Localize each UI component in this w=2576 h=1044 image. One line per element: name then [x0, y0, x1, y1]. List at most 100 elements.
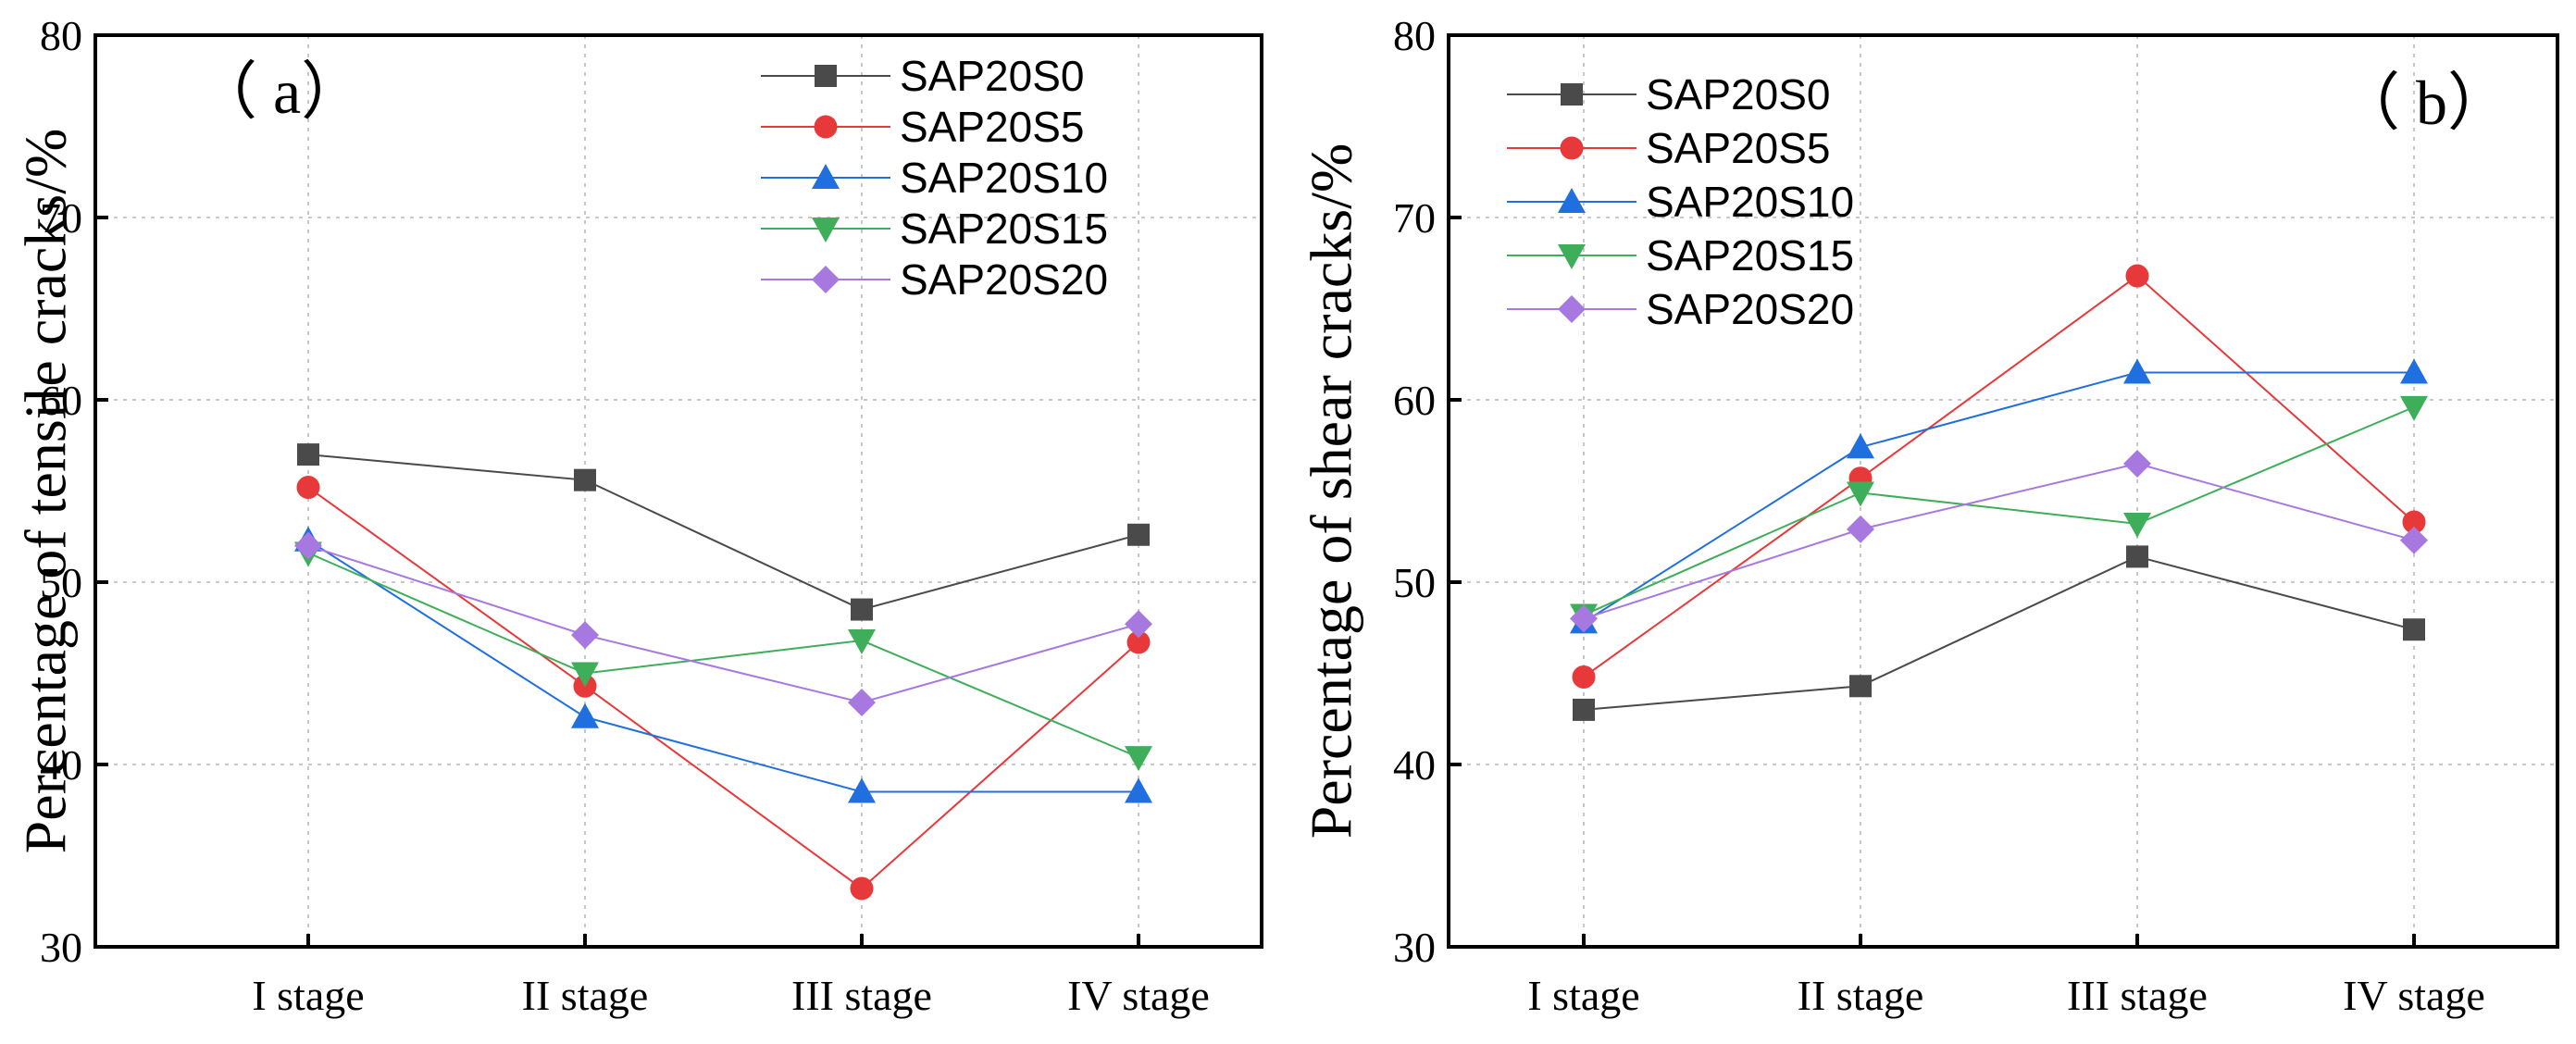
- legend-label: SAP20S10: [900, 154, 1108, 202]
- data-point: [1125, 610, 1152, 639]
- legend-marker: [1558, 244, 1586, 269]
- data-point: [297, 443, 319, 466]
- x-tick-label: III stage: [791, 972, 932, 1019]
- data-point: [2402, 510, 2426, 534]
- legend-marker: [812, 164, 840, 189]
- data-point: [2400, 526, 2428, 554]
- series-line: [1583, 274, 2415, 678]
- data-point: [2400, 395, 2428, 421]
- data-point: [1125, 777, 1152, 803]
- series-SAP20S20: [1570, 449, 2428, 633]
- y-axis-title: Percentage of shear cracks/%: [1298, 143, 1363, 839]
- data-point: [1847, 481, 1874, 507]
- y-tick-label: 70: [1393, 194, 1436, 242]
- legend: SAP20S0 SAP20S5 SAP20S10 SAP20S15 SAP20S20: [1507, 70, 1854, 333]
- data-point: [851, 598, 873, 621]
- data-point: [2126, 545, 2148, 568]
- legend-label: SAP20S0: [900, 52, 1084, 100]
- series-line: [307, 454, 1139, 611]
- legend-marker: [812, 266, 840, 293]
- data-point: [1125, 746, 1152, 772]
- plot-frame: [93, 33, 1263, 949]
- legend-marker: [1561, 83, 1583, 106]
- y-tick-label: 30: [1393, 924, 1436, 971]
- series-line: [307, 552, 1139, 759]
- y-tick-label: 60: [40, 377, 82, 424]
- legend-label: SAP20S20: [1646, 285, 1854, 333]
- chart-panel-a: 30 40 50 60 70 80 I stage II stage III stage IV s…: [12, 12, 1263, 1019]
- x-tick-label: II stage: [522, 972, 649, 1019]
- y-tick-label: 50: [1393, 559, 1436, 606]
- data-point: [571, 702, 599, 728]
- series-line: [307, 539, 1139, 793]
- y-tick-label: 70: [40, 194, 82, 242]
- legend-marker: [812, 218, 840, 242]
- x-tick-label: I stage: [1527, 972, 1639, 1019]
- data-point: [571, 662, 599, 688]
- data-point: [1847, 515, 1874, 543]
- data-point: [848, 777, 876, 803]
- legend-label: SAP20S5: [1646, 124, 1830, 172]
- x-tick-label: II stage: [1798, 972, 1924, 1019]
- legend-label: SAP20S0: [1646, 70, 1830, 118]
- data-point: [294, 531, 322, 560]
- plot-frame: [1447, 33, 2559, 949]
- series-line: [1583, 371, 2414, 624]
- data-point: [2123, 449, 2151, 478]
- legend-label: SAP20S5: [900, 103, 1084, 151]
- legend-label: SAP20S15: [1646, 231, 1854, 280]
- legend-label: SAP20S20: [900, 255, 1108, 304]
- panel-label: （ a）: [194, 56, 364, 127]
- data-point: [850, 876, 874, 901]
- data-point: [1127, 523, 1150, 546]
- data-point: [1570, 604, 1598, 633]
- legend-marker: [1558, 295, 1586, 323]
- data-point: [296, 476, 320, 500]
- y-tick-label: 40: [40, 741, 82, 789]
- y-tick-label: 40: [1393, 741, 1436, 789]
- legend-marker: [1560, 136, 1584, 160]
- y-tick-label: 30: [40, 924, 82, 971]
- series-SAP20S0: [1573, 545, 2425, 721]
- data-point: [848, 629, 876, 655]
- panel-label: （ b）: [2337, 68, 2510, 138]
- series-SAP20S10: [294, 526, 1152, 803]
- data-point: [2400, 358, 2428, 384]
- y-tick-label: 80: [40, 12, 82, 59]
- legend-marker: [814, 115, 838, 139]
- data-point: [1849, 675, 1872, 698]
- series-SAP20S5: [296, 476, 1151, 901]
- series-line: [1583, 405, 2415, 616]
- data-point: [2123, 358, 2151, 384]
- data-point: [2403, 618, 2425, 641]
- legend-label: SAP20S15: [900, 205, 1108, 253]
- data-point: [1126, 630, 1151, 654]
- data-point: [571, 621, 599, 650]
- legend-marker: [1558, 188, 1586, 213]
- y-tick-label: 80: [1393, 12, 1436, 59]
- legend-marker: [815, 65, 837, 87]
- x-tick-label: III stage: [2067, 972, 2208, 1019]
- chart-panel-b: 30 40 50 60 70 80 I stage II stage III stage IV s…: [1298, 12, 2559, 1019]
- series-line: [307, 486, 1139, 890]
- x-tick-label: IV stage: [2343, 972, 2485, 1019]
- y-tick-label: 60: [1393, 377, 1436, 424]
- data-point: [848, 689, 876, 717]
- data-point: [1572, 665, 1596, 689]
- data-point: [1573, 698, 1595, 721]
- legend-label: SAP20S10: [1646, 178, 1854, 226]
- data-point: [1847, 433, 1874, 459]
- y-tick-label: 50: [40, 559, 82, 606]
- y-axis-title: Percentage of tensile cracks/%: [12, 129, 78, 854]
- data-point: [2125, 264, 2149, 288]
- x-tick-label: IV stage: [1067, 972, 1210, 1019]
- series-SAP20S0: [297, 443, 1150, 621]
- series-line: [1583, 555, 2415, 711]
- series-SAP20S20: [294, 531, 1152, 717]
- x-tick-label: I stage: [252, 972, 364, 1019]
- data-point: [574, 468, 596, 491]
- series-line: [1583, 462, 2415, 620]
